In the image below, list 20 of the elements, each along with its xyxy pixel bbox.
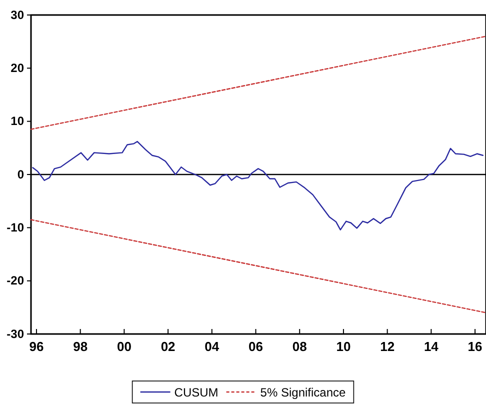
x-tick-label: 14 bbox=[424, 339, 440, 354]
y-tick-label: 10 bbox=[10, 114, 24, 128]
y-tick-label: 0 bbox=[17, 167, 24, 182]
y-tick-label: -10 bbox=[6, 220, 24, 235]
x-tick-label: 12 bbox=[380, 339, 395, 354]
x-tick-label: 96 bbox=[29, 339, 44, 354]
y-tick-label: -30 bbox=[6, 326, 24, 341]
x-tick-label: 00 bbox=[116, 339, 132, 354]
x-tick-label: 98 bbox=[73, 339, 88, 354]
y-tick-label: 20 bbox=[10, 61, 24, 76]
x-tick-label: 04 bbox=[204, 339, 220, 354]
x-tick-label: 06 bbox=[248, 339, 263, 354]
y-tick-label: 30 bbox=[10, 8, 24, 22]
x-tick-label: 16 bbox=[468, 339, 482, 354]
legend-label: 5% Significance bbox=[260, 386, 346, 400]
x-tick-label: 10 bbox=[336, 339, 351, 354]
x-tick-label: 08 bbox=[292, 339, 307, 354]
legend-label: CUSUM bbox=[174, 386, 218, 400]
y-tick-label: -20 bbox=[6, 274, 24, 288]
x-tick-label: 02 bbox=[160, 339, 176, 354]
